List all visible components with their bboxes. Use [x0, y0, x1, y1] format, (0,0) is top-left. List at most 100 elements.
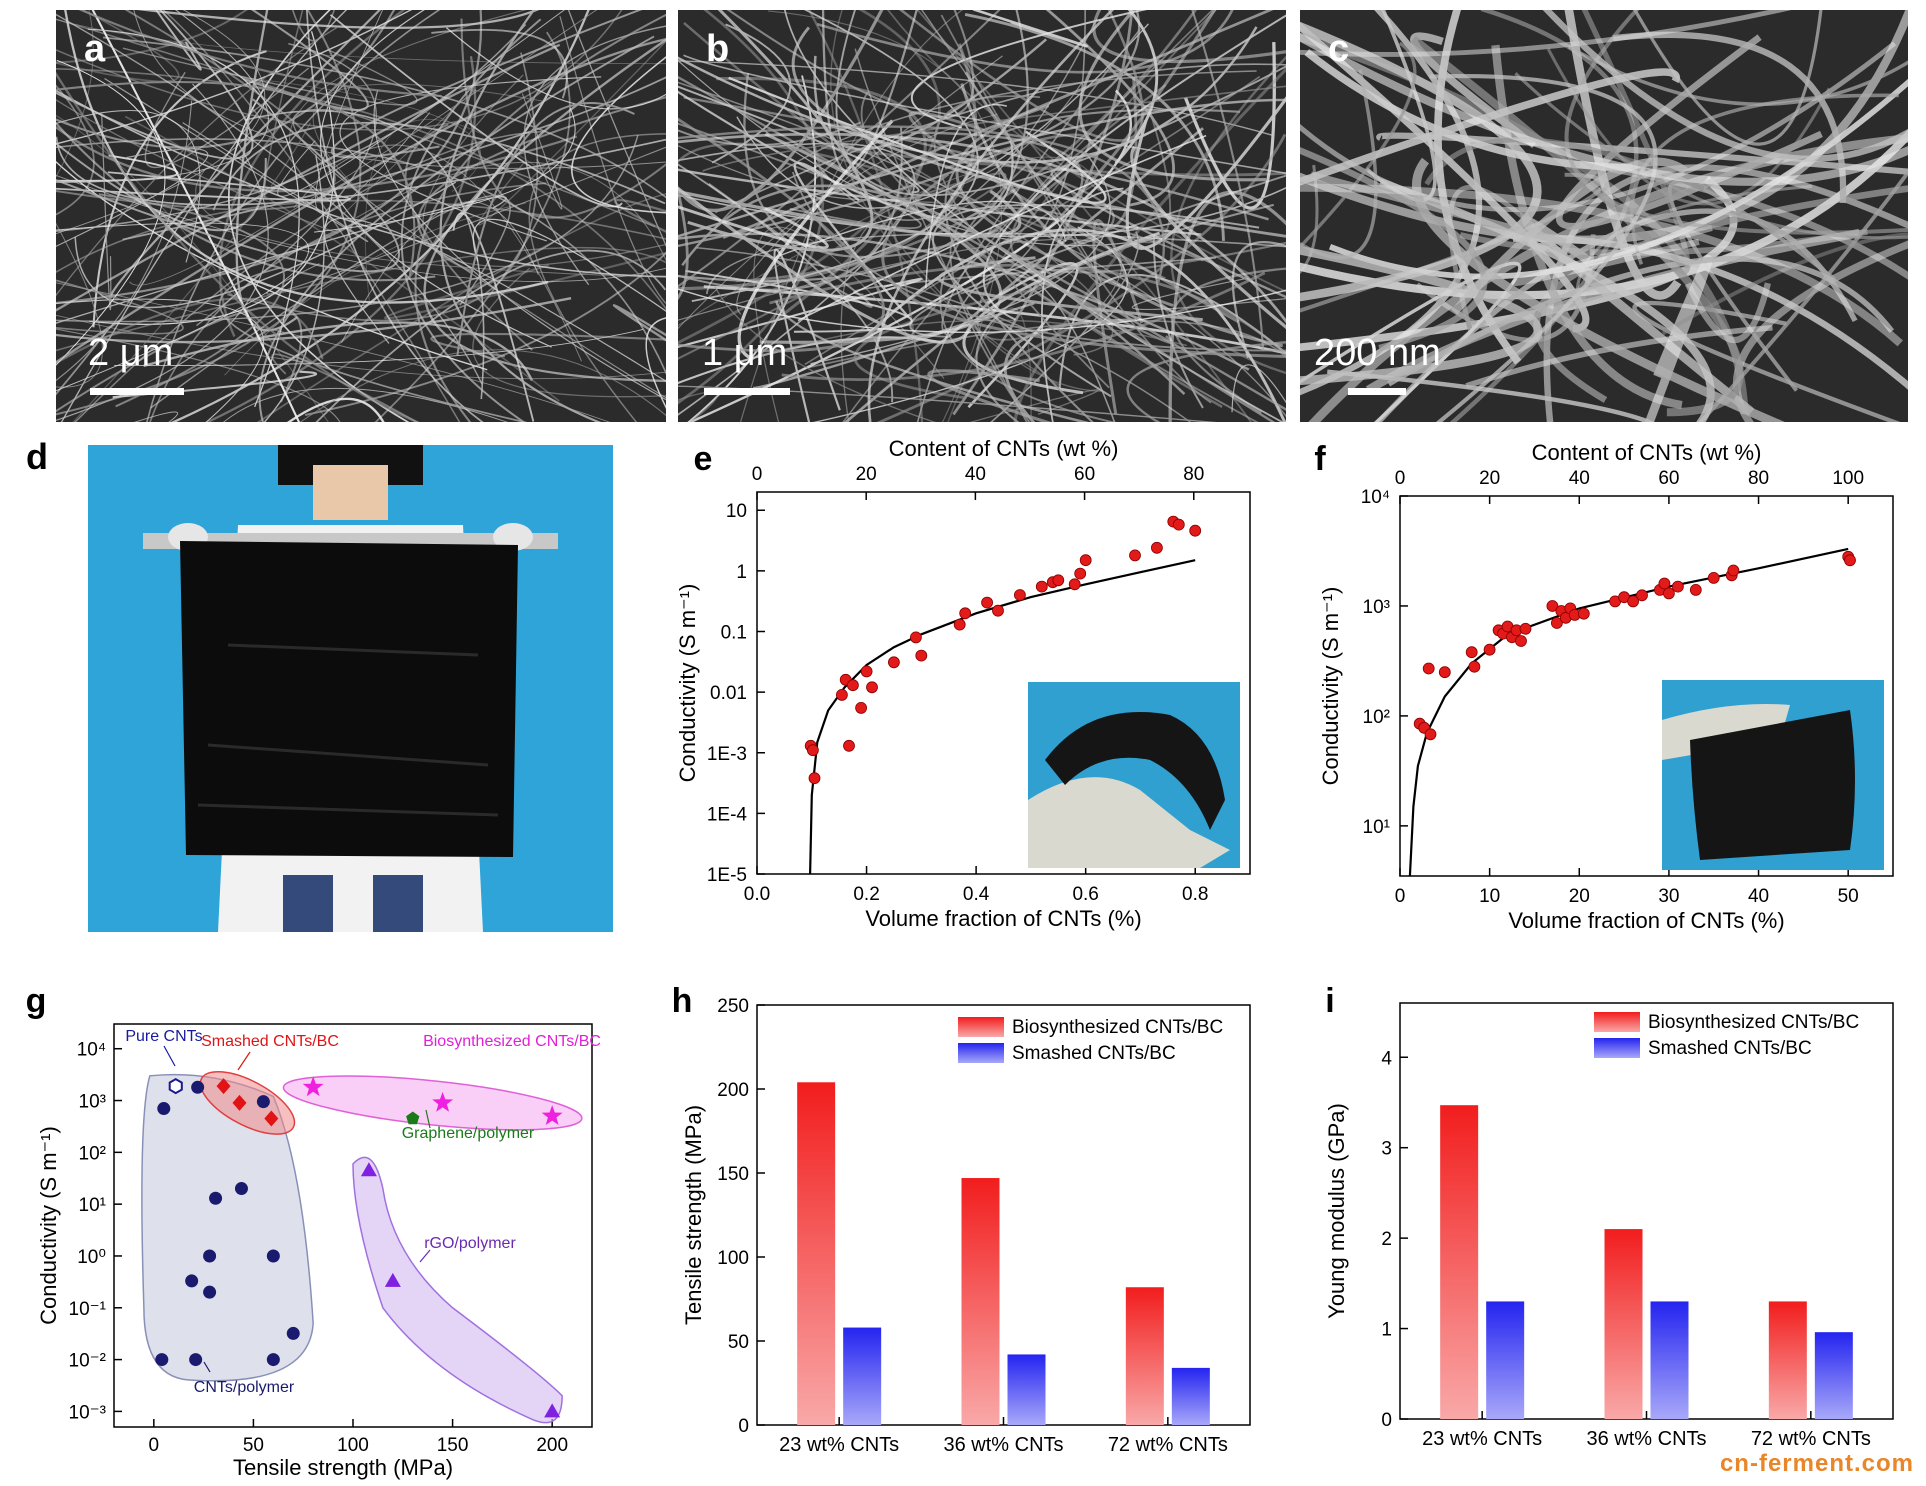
fiber — [56, 10, 413, 145]
fiber — [1058, 273, 1286, 390]
fiber — [56, 83, 269, 421]
x-tick-label: 50 — [243, 1435, 264, 1456]
x-tick-label: 72 wt% CNTs — [1108, 1434, 1228, 1456]
leader-smashed — [237, 1051, 251, 1071]
data-point — [855, 702, 867, 714]
bar-biosynthesized — [961, 1178, 1000, 1425]
x2-tick-label: 20 — [1479, 468, 1500, 489]
data-point — [203, 1285, 217, 1299]
fiber — [1300, 21, 1542, 302]
fiber — [56, 10, 180, 83]
fiber — [136, 10, 539, 29]
fiber — [64, 10, 549, 304]
x-axis-label: Volume fraction of CNTs (%) — [1508, 908, 1784, 933]
fiber — [383, 251, 666, 320]
fiber — [339, 76, 602, 242]
legend-label: Biosynthesized CNTs/BC — [1012, 1017, 1223, 1038]
data-point — [953, 618, 966, 631]
x2-tick-label: 60 — [1074, 464, 1095, 485]
panel-label-e: e — [694, 440, 713, 478]
fiber — [1300, 10, 1792, 57]
fiber — [567, 10, 666, 248]
y-tick-label: 100 — [717, 1248, 749, 1269]
panel-label-i: i — [1325, 982, 1334, 1020]
data-point — [1609, 595, 1621, 608]
data-point — [1654, 584, 1666, 596]
fiber — [1041, 187, 1124, 422]
sem-image-c: c 200 nm — [1300, 10, 1908, 422]
leader-pure — [163, 1045, 176, 1067]
y-tick-label: 10⁻² — [69, 1351, 107, 1372]
fiber — [678, 26, 1258, 164]
fiber — [705, 232, 1286, 295]
fiber-texture — [678, 10, 1286, 422]
fiber — [687, 10, 874, 252]
fiber — [423, 38, 666, 383]
plot-frame — [756, 1004, 1251, 1426]
y-tick-label: 4 — [1381, 1048, 1392, 1069]
fiber — [56, 13, 483, 385]
fiber — [235, 10, 299, 332]
fiber — [1667, 179, 1836, 392]
fiber — [110, 10, 382, 299]
y-tick-label: 10⁴ — [1361, 487, 1390, 508]
y-tick-label: 1 — [1381, 1320, 1392, 1341]
legend-label: Smashed CNTs/BC — [1648, 1038, 1812, 1059]
y-axis-label: Tensile strength (MPa) — [681, 1105, 706, 1325]
leader-rgo — [419, 1249, 431, 1263]
y-axis-label: Conductivity (S m⁻¹) — [1318, 587, 1343, 786]
x-tick-label: 10 — [1479, 886, 1500, 907]
x-tick-label: 40 — [1748, 886, 1769, 907]
scale-label-a: 2 μm — [88, 332, 174, 374]
fiber — [714, 286, 937, 422]
fiber — [133, 10, 666, 169]
x-tick-label: 0.0 — [744, 884, 770, 905]
legend-swatch — [1594, 1012, 1640, 1032]
data-point — [168, 1077, 183, 1095]
x-tick-label: 36 wt% CNTs — [1586, 1428, 1706, 1450]
panel-label-a: a — [84, 28, 106, 70]
fiber — [56, 19, 666, 65]
plot-frame — [113, 1023, 593, 1428]
y-tick-label: 0 — [738, 1416, 749, 1437]
bar-smashed — [1650, 1301, 1689, 1419]
fiber — [74, 130, 544, 422]
data-point — [1497, 627, 1509, 640]
region-smashed — [199, 1070, 296, 1135]
data-point — [1167, 515, 1180, 528]
panel-label-f: f — [1314, 440, 1326, 478]
y-tick-label: 10² — [79, 1143, 106, 1164]
data-point — [185, 1274, 199, 1288]
fiber — [56, 89, 666, 278]
fiber — [306, 10, 484, 422]
fiber — [1114, 10, 1159, 165]
panel-label-g: g — [26, 982, 47, 1020]
data-point — [1842, 550, 1855, 563]
fiber — [1191, 10, 1265, 351]
fiber — [678, 163, 894, 403]
fiber — [781, 271, 1266, 381]
fiber — [975, 203, 1274, 422]
fiber — [124, 115, 560, 402]
fiber — [56, 10, 336, 211]
data-point — [157, 1102, 171, 1116]
data-point — [1546, 600, 1559, 612]
fiber — [1009, 252, 1286, 422]
data-point — [544, 1403, 561, 1418]
data-point — [234, 1182, 248, 1196]
fiber — [56, 10, 269, 183]
x2-tick-label: 40 — [1569, 468, 1590, 489]
fiber — [149, 182, 547, 422]
fiber — [1511, 224, 1713, 286]
data-point — [1555, 605, 1568, 617]
data-point — [1468, 660, 1481, 673]
data-point — [1068, 578, 1081, 591]
fiber — [329, 14, 623, 208]
data-point — [209, 1191, 223, 1205]
y-tick-label: 10⁰ — [77, 1247, 106, 1268]
fiber — [56, 148, 209, 247]
inset-film — [1045, 712, 1225, 830]
fiber — [431, 28, 568, 99]
y-tick-label: 10¹ — [1363, 817, 1390, 838]
fiber — [56, 10, 254, 160]
